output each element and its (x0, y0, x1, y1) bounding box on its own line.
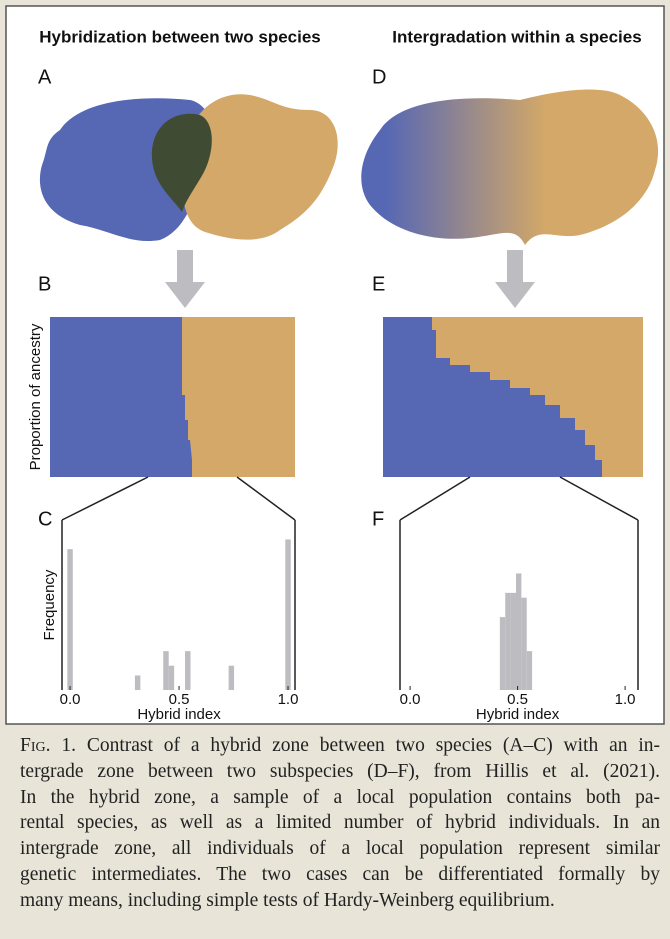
x-tick-label: 0.0 (400, 691, 421, 708)
histogram-bar (500, 617, 505, 690)
caption-line: genetic intermediates. The two cases can… (20, 862, 660, 888)
caption-text: genetic intermediates. The two cases can… (20, 864, 660, 885)
histogram-bar (285, 539, 290, 690)
caption-text: intergrade zone, all individuals of a lo… (20, 838, 660, 859)
caption-line: Fig. 1. Contrast of a hybrid zone betwee… (20, 733, 660, 759)
caption-text: Contrast of a hybrid zone between two sp… (76, 735, 660, 756)
histogram-bar (527, 651, 532, 690)
caption-line: many means, including simple tests of Ha… (20, 888, 660, 914)
histogram-bar (511, 593, 516, 690)
histogram-bar (505, 593, 510, 690)
histogram-bar (516, 573, 521, 690)
caption-line: intergrade zone, all individuals of a lo… (20, 836, 660, 862)
histogram-bar (169, 666, 174, 690)
x-axis-label: Hybrid index (137, 706, 221, 723)
histogram-bar (521, 598, 526, 690)
caption: Fig. 1. Contrast of a hybrid zone betwee… (20, 733, 660, 914)
y-axis-label: Proportion of ancestry (27, 323, 44, 470)
x-tick-label: 1.0 (615, 691, 636, 708)
page: Hybridization between two species Interg… (0, 0, 670, 939)
histogram-bar (67, 549, 72, 690)
histogram-bar (135, 675, 140, 690)
caption-line: In the hybrid zone, a sample of a local … (20, 785, 660, 811)
panel-letter: E (372, 273, 385, 295)
histogram-bar (163, 651, 168, 690)
caption-text: many means, including simple tests of Ha… (20, 890, 555, 911)
y-axis-label: Frequency (41, 569, 58, 640)
x-tick-label: 0.0 (60, 691, 81, 708)
panel-letter: D (372, 66, 386, 88)
panel-letter: C (38, 508, 52, 530)
histogram-bar (185, 651, 190, 690)
caption-line: tergrade zone between two subspecies (D–… (20, 759, 660, 785)
panel-title: Intergradation within a species (392, 27, 641, 46)
caption-text: tergrade zone between two subspecies (D–… (20, 761, 660, 782)
panel-letter: A (38, 66, 52, 88)
caption-line: rental species, as well as a limited num… (20, 810, 660, 836)
caption-label: Fig. 1. (20, 735, 76, 756)
panel-letter: F (372, 508, 384, 530)
figure: Hybridization between two species Interg… (0, 0, 670, 730)
panel-title: Hybridization between two species (39, 27, 321, 46)
histogram-bar (229, 666, 234, 690)
caption-text: In the hybrid zone, a sample of a local … (20, 787, 660, 808)
panel-letter: B (38, 273, 51, 295)
ancestry-blue (50, 317, 192, 477)
x-tick-label: 1.0 (278, 691, 299, 708)
caption-text: rental species, as well as a limited num… (20, 812, 660, 833)
x-axis-label: Hybrid index (476, 706, 560, 723)
